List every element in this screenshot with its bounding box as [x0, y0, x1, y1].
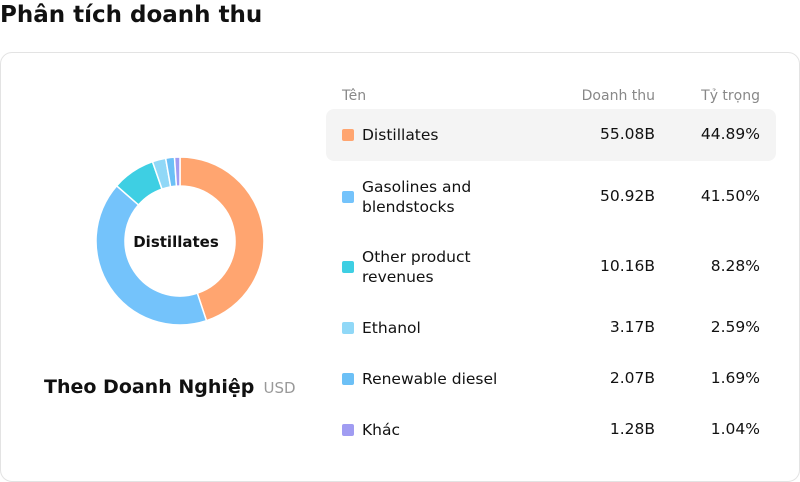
legend-share: 41.50% — [700, 186, 760, 205]
legend-share: 2.59% — [710, 317, 760, 336]
legend-share: 1.04% — [710, 419, 760, 438]
legend-name: Renewable diesel — [362, 369, 498, 388]
legend-swatch — [342, 372, 354, 385]
legend-name: Ethanol — [362, 318, 421, 337]
donut-center-label: Distillates — [133, 233, 219, 251]
legend-revenue: 50.92B — [599, 186, 655, 205]
subtitle-unit: USD — [263, 379, 296, 397]
legend-name: Khác — [362, 420, 401, 439]
subtitle-main: Theo Doanh Nghiệp — [44, 376, 255, 398]
legend-name: Gasolines and blendstocks — [362, 177, 472, 216]
donut-chart-area: Distillates Theo Doanh Nghiệp USD — [1, 53, 331, 481]
legend-row[interactable]: Gasolines and blendstocks 50.92B 41.50% — [326, 161, 776, 232]
legend-revenue: 1.28B — [609, 419, 655, 438]
legend-revenue: 55.08B — [599, 125, 655, 143]
legend-rows: Distillates 55.08B 44.89% Gasolines and ble… — [326, 109, 776, 455]
page-title: Phân tích doanh thu — [0, 2, 263, 28]
legend-share: 44.89% — [700, 125, 760, 143]
chart-subtitle: Theo Doanh Nghiệp USD — [44, 376, 296, 398]
revenue-card: Distillates Theo Doanh Nghiệp USD Tên Do… — [0, 52, 800, 482]
legend-swatch — [342, 321, 354, 334]
legend-swatch — [342, 190, 354, 203]
donut-slice-5[interactable] — [173, 156, 181, 187]
header-share: Tỷ trọng — [701, 88, 760, 104]
legend-share: 8.28% — [710, 257, 760, 275]
donut-slice-1[interactable] — [95, 184, 208, 326]
legend-row[interactable]: Other product revenues 10.16B 8.28% — [326, 232, 776, 302]
legend-name: Distillates — [362, 126, 439, 144]
legend-table: Tên Doanh thu Tỷ trọng Distillates 55.08B… — [326, 83, 776, 455]
donut-chart: Distillates — [95, 156, 265, 326]
legend-swatch — [342, 423, 354, 436]
legend-revenue: 3.17B — [609, 317, 655, 336]
legend-swatch — [342, 261, 354, 273]
legend-row[interactable]: Khác 1.28B 1.04% — [326, 404, 776, 455]
legend-swatch — [342, 129, 354, 141]
legend-header: Tên Doanh thu Tỷ trọng — [326, 83, 776, 109]
legend-revenue: 10.16B — [599, 257, 655, 275]
legend-row[interactable]: Ethanol 3.17B 2.59% — [326, 302, 776, 353]
legend-name: Other product revenues — [362, 248, 471, 286]
legend-share: 1.69% — [710, 368, 760, 387]
legend-row[interactable]: Renewable diesel 2.07B 1.69% — [326, 353, 776, 404]
header-name: Tên — [342, 88, 367, 104]
header-revenue: Doanh thu — [581, 88, 655, 104]
donut-slice-0[interactable] — [179, 156, 265, 322]
legend-row[interactable]: Distillates 55.08B 44.89% — [326, 109, 776, 161]
legend-revenue: 2.07B — [609, 368, 655, 387]
